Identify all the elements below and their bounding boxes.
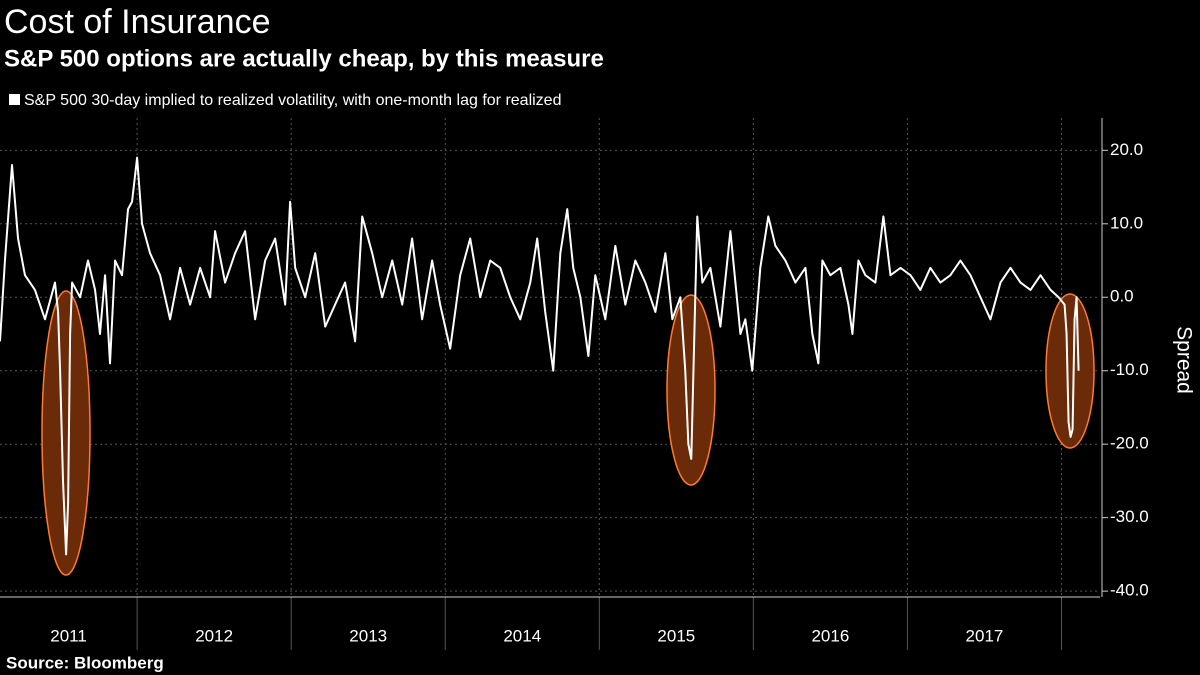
source: Source: Bloomberg [6,653,164,672]
y-tick-label: 0.0 [1110,287,1134,306]
highlight [666,294,716,486]
chart-subtitle: S&P 500 options are actually cheap, by t… [4,45,604,72]
legend-label: S&P 500 30-day implied to realized volat… [24,92,561,109]
y-tick-label: 20.0 [1110,140,1143,159]
data-line [0,156,1080,556]
highlights [41,290,1095,576]
y-tick-label: 10.0 [1110,213,1143,232]
legend-swatch [9,94,20,105]
y-tick-label: -40.0 [1110,581,1149,600]
highlight [41,290,91,576]
y-axis-title: Spread [1172,326,1195,394]
y-tick-label: -10.0 [1110,360,1149,379]
y-tick-label: -30.0 [1110,507,1149,526]
y-tick-label: -20.0 [1110,434,1149,453]
x-tick-label: 2015 [657,626,695,645]
x-tick-label: 2012 [195,626,233,645]
highlight [1045,293,1095,449]
x-tick-label: 2014 [503,626,541,645]
x-tick-label: 2016 [811,626,849,645]
chart-title: Cost of Insurance [4,3,270,41]
x-tick-label: 2011 [50,626,87,645]
x-tick-label: 2013 [349,626,387,645]
x-tick-label: 2017 [966,626,1004,645]
